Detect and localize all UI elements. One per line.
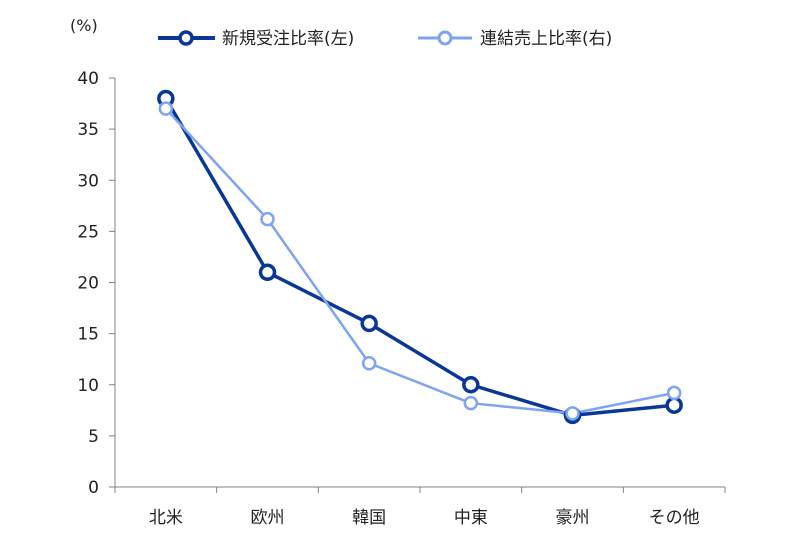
y-tick-label: 5 [88, 427, 99, 447]
x-tick-label: その他 [649, 508, 700, 528]
series-2-point [666, 385, 682, 401]
y-tick-label: 15 [77, 325, 99, 345]
series-2-point [463, 395, 479, 411]
y-tick-label: 40 [77, 69, 99, 89]
legend-marker-series-1 [178, 30, 194, 46]
y-tick-label: 35 [77, 120, 99, 140]
legend-marker-series-2 [437, 30, 453, 46]
x-tick-label: 豪州 [556, 507, 590, 528]
axes: 0 5 10 15 20 25 30 35 40 北米 欧州 韓国 中東 豪州 その他 [77, 69, 726, 528]
series-1-point [665, 396, 683, 414]
x-tick-label: 北米 [149, 508, 183, 528]
legend-label-series-1: 新規受注比率(左) [222, 29, 354, 49]
y-tick-label: 30 [77, 171, 99, 191]
y-unit-label: (%) [70, 16, 98, 35]
series-2-point [260, 211, 275, 227]
x-tick-label: 欧州 [251, 508, 285, 528]
series-line-2 [164, 107, 675, 415]
series-2-point [158, 101, 174, 116]
series-1-point [258, 263, 277, 282]
series-2-point [565, 406, 580, 421]
legend: 新規受注比率(左) 連結売上比率(右) [158, 29, 612, 49]
y-tick-label: 25 [77, 222, 99, 242]
legend-label-series-2: 連結売上比率(右) [480, 29, 612, 49]
series-1-point [462, 376, 480, 394]
x-tick-label: 中東 [454, 508, 488, 528]
series-line-1 [164, 97, 675, 418]
series-1-point [360, 314, 378, 333]
y-tick-label: 0 [88, 478, 99, 498]
y-tick-label: 10 [77, 376, 99, 396]
series-2-point [361, 356, 377, 371]
plot-area [157, 89, 683, 425]
y-tick-label: 20 [77, 274, 99, 294]
x-tick-label: 韓国 [352, 508, 386, 528]
